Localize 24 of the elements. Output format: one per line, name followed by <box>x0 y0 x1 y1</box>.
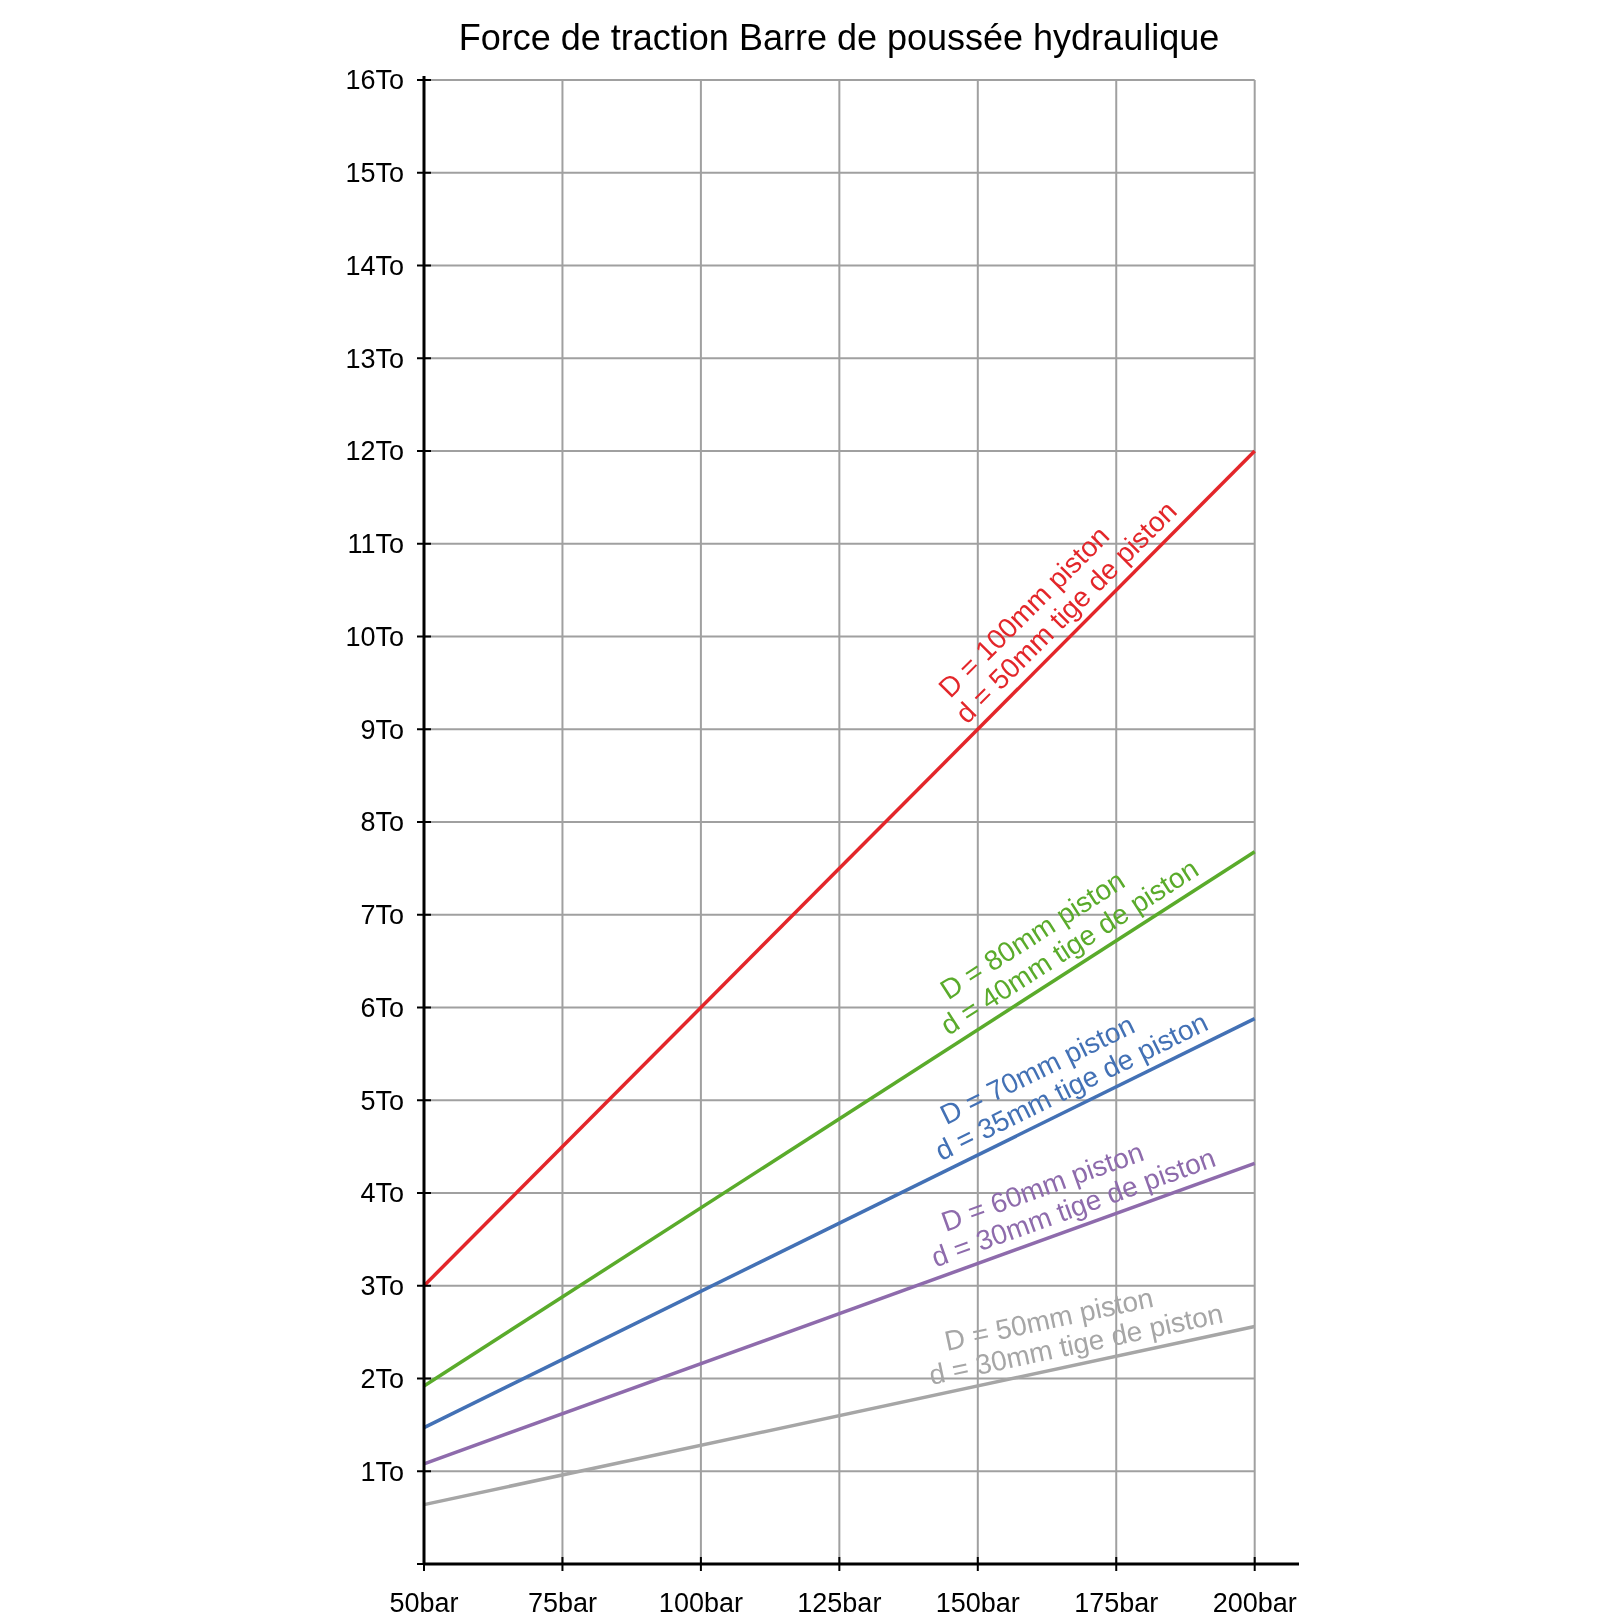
x-tick-label: 125bar <box>797 1588 882 1618</box>
y-tick-label: 15To <box>345 158 404 189</box>
x-tick-label: 175bar <box>1074 1588 1159 1618</box>
y-tick-label: 4To <box>360 1178 404 1209</box>
y-tick-label: 12To <box>345 436 404 467</box>
y-tick-label: 9To <box>360 714 404 745</box>
y-tick-label: 5To <box>360 1085 404 1116</box>
y-tick-label: 16To <box>345 65 404 96</box>
y-tick-label: 7To <box>360 900 404 931</box>
x-tick-label: 150bar <box>935 1588 1020 1618</box>
x-tick-label: 75bar <box>527 1588 597 1618</box>
chart-title: Force de traction Barre de poussée hydraulique <box>458 17 1220 58</box>
y-tick-label: 3To <box>360 1271 404 1302</box>
y-tick-label: 6To <box>360 992 404 1023</box>
x-tick-label: 50bar <box>389 1588 459 1618</box>
y-tick-label: 8To <box>360 807 404 838</box>
y-tick-label: 11To <box>347 529 404 560</box>
y-tick-label: 1To <box>360 1456 404 1487</box>
y-tick-label: 13To <box>345 343 404 374</box>
y-tick-label: 14To <box>345 250 404 281</box>
x-tick-label: 200bar <box>1212 1588 1297 1618</box>
y-tick-label: 2To <box>360 1363 404 1394</box>
y-tick-label: 10To <box>345 621 404 652</box>
x-tick-label: 100bar <box>658 1588 743 1618</box>
